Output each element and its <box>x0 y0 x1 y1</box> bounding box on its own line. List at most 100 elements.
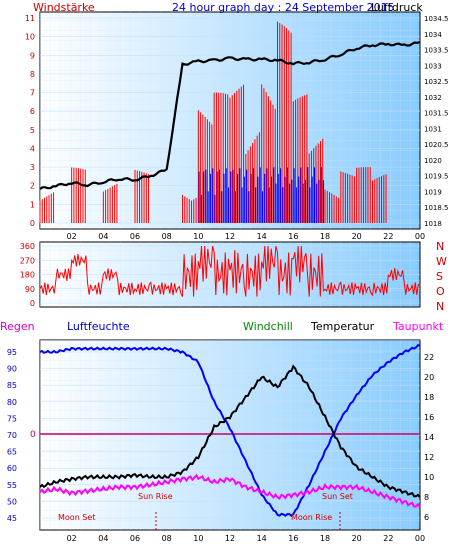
top-x-tick-label: 02 <box>67 232 77 241</box>
top-left-tick-label: 4 <box>30 144 35 153</box>
bottom-left-tick-label: 75 <box>7 414 17 423</box>
bottom-x-tick-label: 04 <box>98 534 108 543</box>
top-right-tick-label: 1020 <box>424 157 442 165</box>
top-right-axis-ticks: 1034.5 1034 1033.5 1033 1032.5 1032 1031.5 1031… <box>424 15 449 228</box>
top-right-tick-label: 1018 <box>424 220 442 228</box>
top-x-tick-label: 12 <box>225 232 235 241</box>
top-left-tick-label: 6 <box>30 107 35 116</box>
bottom-right-tick-label: 14 <box>424 433 434 442</box>
annotation-moon-set: Moon Set <box>58 513 95 522</box>
bottom-left-tick-label: 65 <box>7 448 17 457</box>
top-left-tick-label: 5 <box>30 126 35 135</box>
top-left-tick-label: 10 <box>25 33 35 42</box>
pressure-line <box>39 40 421 190</box>
bottom-left-tick-label: 80 <box>7 398 17 407</box>
bottom-left-tick-label: 55 <box>7 481 17 490</box>
humidity-line <box>39 344 421 517</box>
bottom-x-tick-label: 06 <box>130 534 140 543</box>
top-right-tick-label: 1033 <box>424 62 442 70</box>
bottom-left-tick-label: 85 <box>7 381 17 390</box>
top-x-tick-label: 06 <box>130 232 140 241</box>
top-left-tick-label: 8 <box>30 70 35 79</box>
annotation-moon-rise: Moon Rise <box>291 513 332 522</box>
bottom-right-tick-label: 16 <box>424 413 434 422</box>
compass-label: W <box>436 255 447 268</box>
mid-tick-label: 90 <box>25 285 35 294</box>
bottom-left-tick-label: 70 <box>7 431 17 440</box>
bottom-right-tick-label: 10 <box>424 473 434 482</box>
top-right-tick-label: 1020.5 <box>424 141 449 149</box>
compass-label: N <box>436 240 444 253</box>
top-x-tick-label: 10 <box>193 232 203 241</box>
top-right-tick-label: 1031 <box>424 125 442 133</box>
bottom-left-tick-label: 95 <box>7 348 17 357</box>
wind-series <box>39 21 387 223</box>
wind-direction-line <box>39 245 419 297</box>
bottom-panel: Regen Luftfeuchte Windchill Temperatur T… <box>0 320 444 543</box>
bottom-left-tick-label: 45 <box>7 514 17 523</box>
top-x-tick-label: 04 <box>98 232 108 241</box>
mid-tick-label: 360 <box>20 242 35 251</box>
top-left-tick-label: 9 <box>30 51 35 60</box>
top-left-tick-label: 1 <box>30 200 35 209</box>
bottom-x-tick-label: 08 <box>162 534 172 543</box>
top-x-tick-label: 00 <box>415 232 425 241</box>
top-x-tick-label: 18 <box>320 232 330 241</box>
title-windstaerke: Windstärke <box>33 1 95 14</box>
compass-label: N <box>436 300 444 313</box>
dewpoint-line <box>39 473 421 508</box>
bottom-x-axis-ticks: 02 04 06 08 10 12 14 16 18 20 22 00 <box>67 534 426 543</box>
compass-label: O <box>436 285 445 298</box>
bottom-right-tick-label: 8 <box>424 493 429 502</box>
top-left-tick-label: 0 <box>30 219 35 228</box>
bottom-right-tick-label: 22 <box>424 353 434 362</box>
top-x-tick-label: 08 <box>162 232 172 241</box>
legend-luftfeuchte: Luftfeuchte <box>67 320 130 333</box>
bottom-right-tick-label: 12 <box>424 453 434 462</box>
legend-windchill: Windchill <box>243 320 293 333</box>
compass-label: S <box>436 270 443 283</box>
bottom-x-tick-label: 02 <box>67 534 77 543</box>
bottom-x-tick-label: 10 <box>193 534 203 543</box>
bottom-x-tick-label: 12 <box>225 534 235 543</box>
top-x-tick-label: 16 <box>288 232 298 241</box>
legend-temperatur: Temperatur <box>310 320 375 333</box>
rain-zero-label: 0 <box>30 430 36 440</box>
top-panel: Windstärke 24 hour graph day : 24 Septem… <box>25 1 449 241</box>
top-right-tick-label: 1019.5 <box>424 173 449 181</box>
title-luftdruck: Luftdruck <box>371 1 423 14</box>
mid-tick-label: 0 <box>30 299 35 308</box>
top-right-tick-label: 1019 <box>424 188 442 196</box>
top-right-tick-label: 1034.5 <box>424 15 449 23</box>
top-left-tick-label: 2 <box>30 182 35 191</box>
bottom-x-tick-label: 18 <box>320 534 330 543</box>
top-left-tick-label: 3 <box>30 163 35 172</box>
top-x-tick-label: 20 <box>352 232 362 241</box>
mid-tick-label: 180 <box>20 271 35 280</box>
bottom-left-tick-label: 50 <box>7 497 17 506</box>
top-left-tick-label: 7 <box>30 89 35 98</box>
bottom-x-tick-label: 22 <box>383 534 393 543</box>
legend-taupunkt: Taupunkt <box>392 320 444 333</box>
chart-title: 24 hour graph day : 24 September 2015 <box>172 1 395 14</box>
bottom-left-axis-ticks: 95 90 85 80 75 70 65 60 55 50 45 <box>7 348 420 523</box>
bottom-x-tick-label: 16 <box>288 534 298 543</box>
legend-regen: Regen <box>0 320 35 333</box>
bottom-x-tick-label: 20 <box>352 534 362 543</box>
annotation-sun-rise: Sun Rise <box>138 492 173 501</box>
top-right-tick-label: 1031.5 <box>424 110 449 118</box>
top-x-tick-label: 14 <box>257 232 267 241</box>
mid-tick-label: 270 <box>20 256 35 265</box>
bottom-left-tick-label: 60 <box>7 464 17 473</box>
bottom-left-tick-label: 90 <box>7 365 17 374</box>
top-right-tick-label: 1032.5 <box>424 78 449 86</box>
top-right-tick-label: 1034 <box>424 31 442 39</box>
top-left-tick-label: 11 <box>25 14 35 23</box>
top-right-tick-label: 1018.5 <box>424 204 449 212</box>
bottom-right-tick-label: 6 <box>424 513 429 522</box>
top-right-tick-label: 1032 <box>424 94 442 102</box>
bottom-x-tick-label: 00 <box>415 534 425 543</box>
